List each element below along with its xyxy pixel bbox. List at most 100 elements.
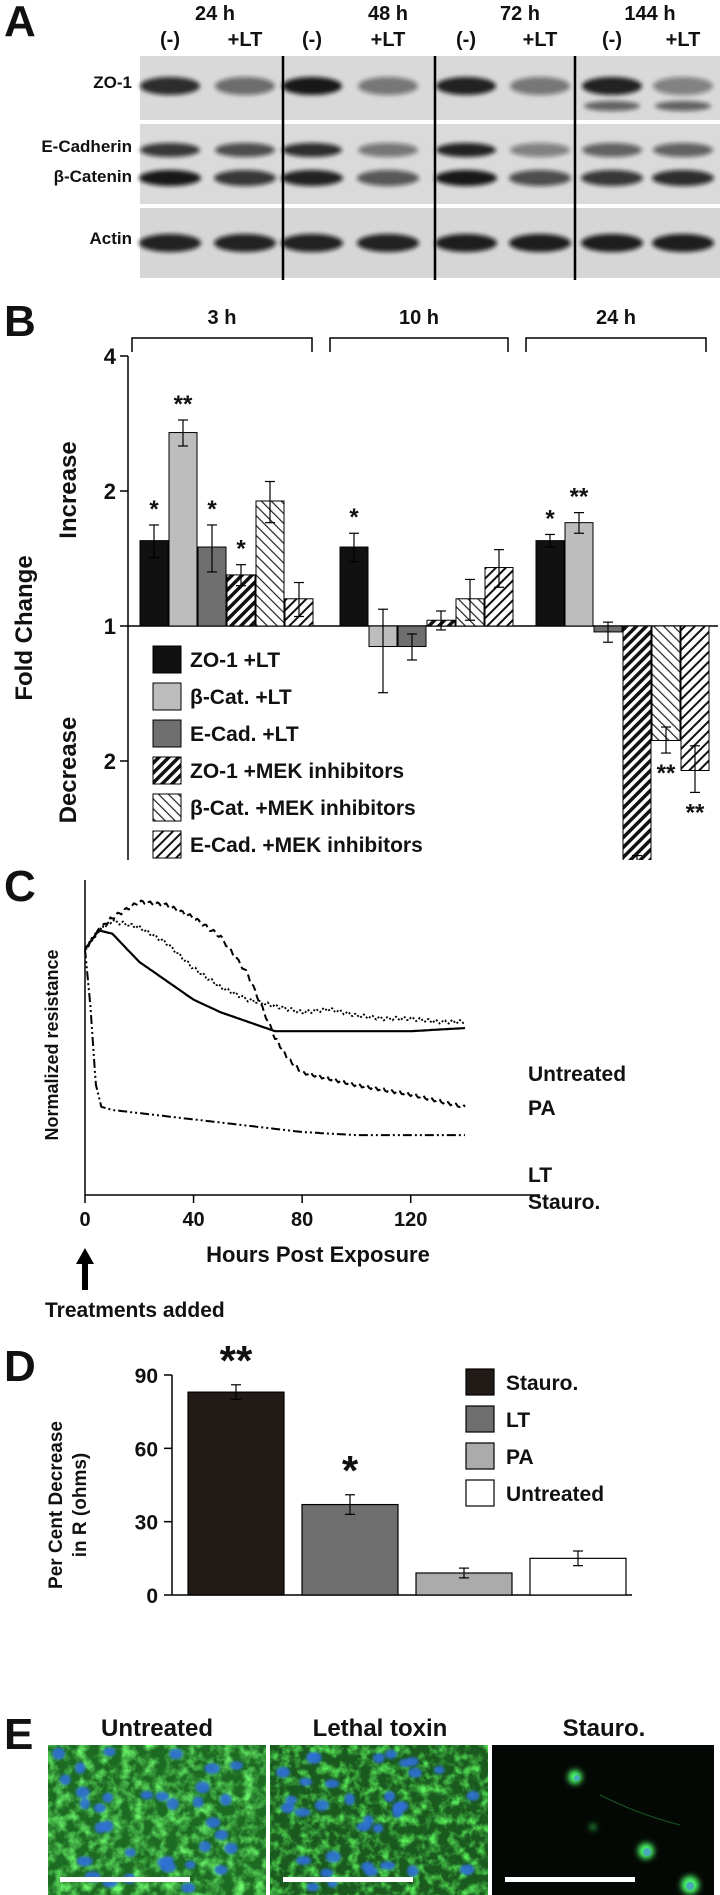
blot-row-zo1: ZO-1 — [93, 73, 132, 92]
bar — [622, 625, 652, 860]
treatment-arrow-icon — [76, 1248, 94, 1290]
legend-swatch — [152, 830, 182, 859]
y-tick-label: 0 — [146, 1585, 158, 1608]
nucleus — [204, 1763, 220, 1774]
legend-swatch — [465, 1479, 495, 1507]
nucleus — [75, 1786, 90, 1798]
nucleus — [325, 1850, 341, 1863]
blot-strip-cadherin-catenin — [140, 124, 720, 204]
panel-letter-d: D — [4, 1342, 36, 1391]
nucleus — [94, 1821, 107, 1834]
nucleus — [59, 1774, 71, 1785]
blot-lane-label: +LT — [666, 29, 701, 51]
significance-marker: ** — [174, 391, 193, 418]
nucleus — [294, 1807, 311, 1817]
nucleus — [306, 1882, 320, 1892]
nucleus — [399, 1758, 412, 1768]
bracket-10h — [329, 337, 509, 352]
series-line — [84, 919, 466, 1025]
blot-band — [652, 170, 714, 186]
y-axis-label-line2: in R (ohms) — [70, 1453, 91, 1558]
blot-lane-label: (-) — [302, 29, 322, 51]
blot-band — [215, 143, 275, 157]
nucleus — [373, 1753, 385, 1764]
nucleus — [324, 1779, 340, 1788]
series-line — [84, 949, 465, 1137]
nucleus — [299, 1777, 313, 1787]
legend-label: ZO-1 +LT — [190, 649, 280, 672]
panel-letter-a: A — [4, 0, 36, 46]
legend-label: E-Cad. +MEK inhibitors — [190, 834, 423, 857]
legend-swatch — [152, 719, 182, 748]
significance-marker: * — [236, 536, 246, 563]
legend-swatch — [152, 756, 182, 785]
fold-change-chart: 3 h 10 h 24 h 42124 Fold Change Increase… — [11, 307, 718, 860]
nucleus — [295, 1856, 312, 1865]
y-tick-label: 1 — [104, 614, 116, 639]
nucleus — [185, 1860, 196, 1869]
nucleus — [74, 1762, 86, 1774]
y-tick-label: 2 — [104, 749, 116, 774]
nucleus — [380, 1861, 396, 1870]
nucleus — [166, 1797, 179, 1810]
nucleus — [79, 1797, 90, 1810]
bar — [651, 625, 681, 741]
blot-row-actin: Actin — [90, 229, 133, 248]
nucleus — [214, 1829, 229, 1841]
nucleus — [275, 1766, 291, 1778]
y-tick-label: 30 — [135, 1512, 158, 1535]
legend-label: PA — [506, 1446, 534, 1469]
blot-band — [214, 234, 276, 252]
nucleus — [140, 1790, 154, 1800]
nucleus — [384, 1791, 396, 1803]
legend-swatch — [465, 1442, 495, 1470]
nucleus — [219, 1793, 232, 1806]
y-tick-label: 90 — [135, 1365, 158, 1388]
blot-band — [436, 77, 496, 95]
blot-band — [584, 101, 640, 111]
panel-letter-e: E — [4, 1710, 34, 1759]
nucleus — [160, 1861, 176, 1873]
blot-band — [653, 143, 713, 157]
significance-marker: ** — [686, 799, 705, 826]
bar — [301, 1503, 399, 1596]
micrograph-stauro — [492, 1745, 714, 1895]
legend-swatch — [152, 682, 182, 711]
nucleus — [285, 1795, 297, 1805]
series-line — [84, 899, 466, 1109]
x-tick-label: 80 — [291, 1209, 313, 1231]
blot-band — [436, 143, 496, 157]
blot-lane-label: +LT — [371, 29, 406, 51]
resistance-line-chart: Normalized resistance 0 40 80 120 Hours Pos… — [42, 880, 626, 1322]
blot-band — [282, 77, 342, 95]
blot-band — [358, 143, 418, 157]
blot-band — [582, 77, 642, 95]
blot-band — [510, 143, 570, 157]
nucleus — [93, 1803, 106, 1813]
blot-band — [509, 170, 571, 186]
legend-swatch — [465, 1368, 495, 1396]
nucleus — [356, 1822, 371, 1832]
scale-bar — [283, 1877, 413, 1882]
legend-label: LT — [506, 1409, 530, 1432]
nucleus — [280, 1802, 295, 1814]
blot-band — [581, 170, 643, 186]
nucleus — [124, 1848, 136, 1857]
y-axis-label: Per Cent Decrease — [46, 1421, 67, 1589]
nucleus — [392, 1805, 403, 1818]
bar — [564, 522, 594, 627]
legend-swatch — [152, 645, 182, 674]
nucleus — [307, 1752, 318, 1761]
bar — [339, 546, 369, 627]
nucleus — [229, 1761, 243, 1770]
nucleus — [199, 1841, 211, 1853]
nucleus — [466, 1790, 480, 1801]
series-label: LT — [528, 1164, 552, 1187]
blot-band — [281, 234, 343, 252]
blot-band — [509, 234, 571, 252]
blot-time-48h: 48 h — [368, 3, 408, 25]
scale-bar — [60, 1877, 190, 1882]
significance-marker: ** — [220, 1345, 253, 1384]
blot-band — [139, 170, 201, 186]
group-label-24h: 24 h — [596, 307, 636, 329]
